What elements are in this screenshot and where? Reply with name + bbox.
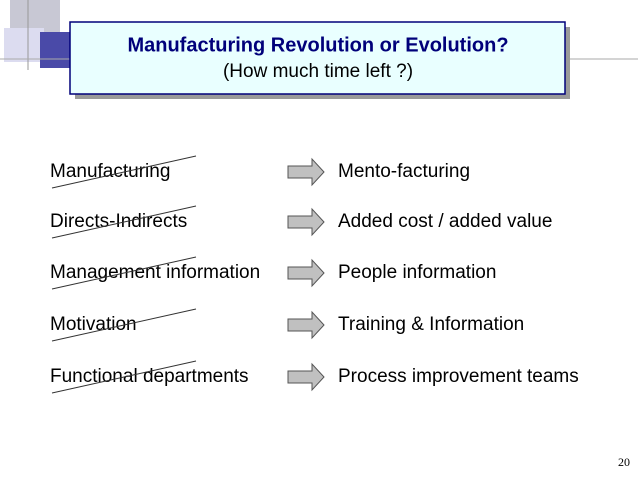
deco-square	[4, 28, 44, 62]
new-term: Process improvement teams	[338, 366, 579, 387]
new-term: Added cost / added value	[338, 211, 552, 232]
old-term: Management information	[50, 262, 260, 283]
arrow	[287, 207, 325, 237]
old-term: Functional departments	[50, 366, 249, 387]
arrow	[287, 157, 325, 187]
subtitle: (How much time left ?)	[223, 61, 413, 82]
deco-square	[40, 32, 70, 68]
old-term: Manufacturing	[50, 161, 170, 182]
title: Manufacturing Revolution or Evolution?	[127, 34, 508, 56]
arrow	[287, 258, 325, 288]
old-term: Motivation	[50, 314, 137, 335]
title-box	[69, 21, 566, 95]
new-term: People information	[338, 262, 496, 283]
strike-line	[51, 155, 197, 189]
new-term: Mento-facturing	[338, 161, 470, 182]
strike-line	[51, 308, 197, 342]
old-term: Directs-Indirects	[50, 211, 187, 232]
new-term: Training & Information	[338, 314, 524, 335]
strike-line	[51, 205, 197, 239]
page-number: 20	[618, 455, 630, 469]
arrow	[287, 310, 325, 340]
arrow	[287, 362, 325, 392]
strike-line	[51, 360, 197, 394]
strike-line	[51, 256, 197, 290]
